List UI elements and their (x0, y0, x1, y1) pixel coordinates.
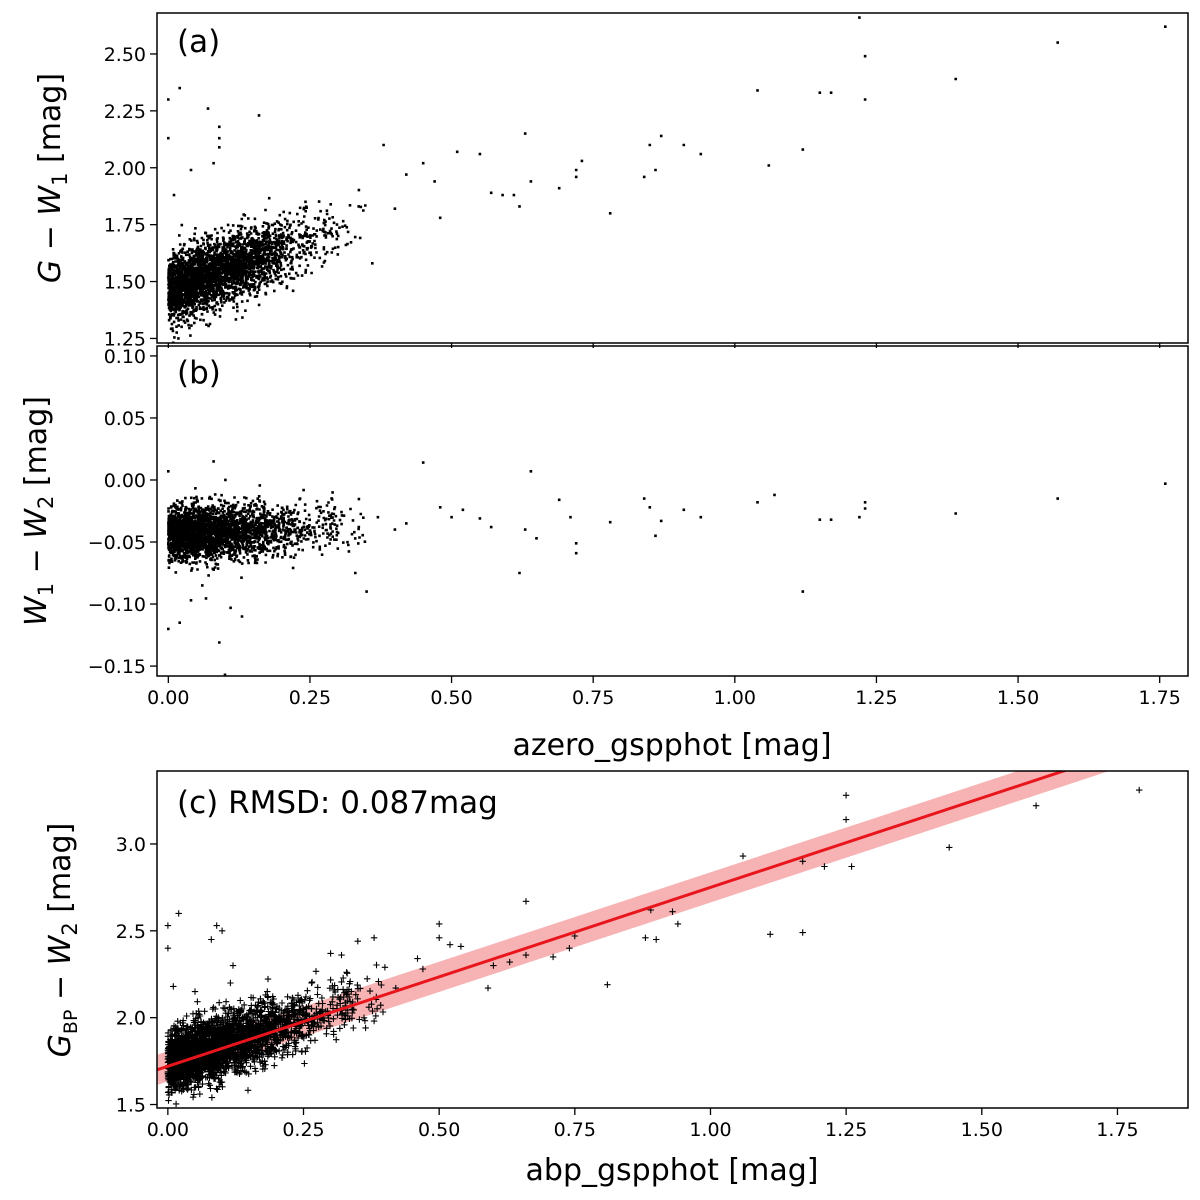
y-tick-label: 2.5 (116, 921, 146, 943)
x-tick-label: 0.25 (282, 1119, 324, 1141)
y-tick-label: 2.25 (104, 101, 146, 123)
x-tick-label: 0.50 (430, 687, 472, 709)
panel-b-label: (b) (177, 355, 221, 391)
panel-c-xlabel: abp_gspphot [mag] (526, 1153, 819, 1188)
panel-c-frame (156, 770, 1189, 1109)
panel-b-y-ticks: −0.15 −0.10 −0.05 0.00 0.05 0.10 (88, 346, 157, 678)
x-tick-label: 0.50 (418, 1119, 460, 1141)
panel-a-label: (a) (177, 24, 220, 60)
y-tick-label: 1.75 (104, 215, 146, 237)
panel-c-label: (c) RMSD: 0.087mag (177, 785, 498, 821)
panel-b-frame (156, 345, 1189, 677)
panel-a-y-ticks: 1.25 1.50 1.75 2.00 2.25 2.50 (104, 44, 1161, 350)
panel-c-x-ticks: 0.00 0.25 0.50 0.75 1.00 1.25 1.50 1.75 (147, 1108, 1139, 1141)
x-tick-label: 0.00 (147, 687, 189, 709)
y-tick-label: 0.00 (104, 470, 146, 492)
x-tick-label: 0.75 (572, 687, 614, 709)
panel-a-ylabel: G − W1 [mag] (33, 73, 72, 283)
y-tick-label: 1.5 (116, 1095, 146, 1117)
fit-band-area (157, 771, 1110, 1085)
y-tick-label: 3.0 (116, 834, 146, 856)
panel-b-points (167, 460, 1167, 676)
y-tick-label: 0.05 (104, 408, 146, 430)
panel-b-ylabel: W1 − W2 [mag] (19, 396, 58, 626)
y-tick-label: 2.00 (104, 158, 146, 180)
panel-a: 1.25 1.50 1.75 2.00 2.25 2.50 (a) G − W1 [mag… (33, 12, 1189, 350)
x-tick-label: 1.25 (855, 687, 897, 709)
y-tick-label: 1.50 (104, 272, 146, 294)
y-tick-label: −0.10 (88, 594, 146, 616)
x-tick-label: 1.75 (1096, 1119, 1138, 1141)
panel-c-ylabel: GBP − W2 [mag] (43, 823, 82, 1058)
x-tick-label: 0.25 (289, 687, 331, 709)
panel-a-points (167, 16, 1167, 343)
x-tick-label: 1.75 (1139, 687, 1181, 709)
fit-line-path (157, 771, 1069, 1072)
fit-band (157, 771, 1110, 1085)
x-tick-label: 1.00 (714, 687, 756, 709)
scatter-points (167, 16, 1167, 343)
x-tick-label: 0.75 (554, 1119, 596, 1141)
scatter-points (164, 786, 1143, 1108)
x-tick-label: 1.00 (689, 1119, 731, 1141)
y-tick-label: −0.05 (88, 532, 146, 554)
fit-line (157, 771, 1069, 1072)
x-tick-label: 1.50 (961, 1119, 1003, 1141)
x-tick-label: 1.50 (997, 687, 1039, 709)
panel-c: 1.5 2.0 2.5 3.0 0.00 0.25 0.50 0.75 1.00 1.25 1.5… (43, 770, 1189, 1188)
x-tick-label: 1.25 (825, 1119, 867, 1141)
panel-b-x-ticks: 0.00 0.25 0.50 0.75 1.00 1.25 1.50 1.75 (147, 676, 1181, 709)
scatter-points (167, 460, 1167, 676)
panel-b-xlabel: azero_gspphot [mag] (512, 728, 831, 763)
panel-c-y-ticks: 1.5 2.0 2.5 3.0 (116, 834, 157, 1117)
y-tick-label: 2.0 (116, 1008, 146, 1030)
panel-c-points (164, 786, 1143, 1108)
panel-b: −0.15 −0.10 −0.05 0.00 0.05 0.10 0.00 0.25 0.50… (19, 345, 1189, 763)
y-tick-label: 0.10 (104, 346, 146, 368)
x-tick-label: 0.00 (147, 1119, 189, 1141)
y-tick-label: −0.15 (88, 656, 146, 678)
y-tick-label: 1.25 (104, 328, 146, 350)
y-tick-label: 2.50 (104, 44, 146, 66)
panel-a-frame (156, 12, 1189, 344)
